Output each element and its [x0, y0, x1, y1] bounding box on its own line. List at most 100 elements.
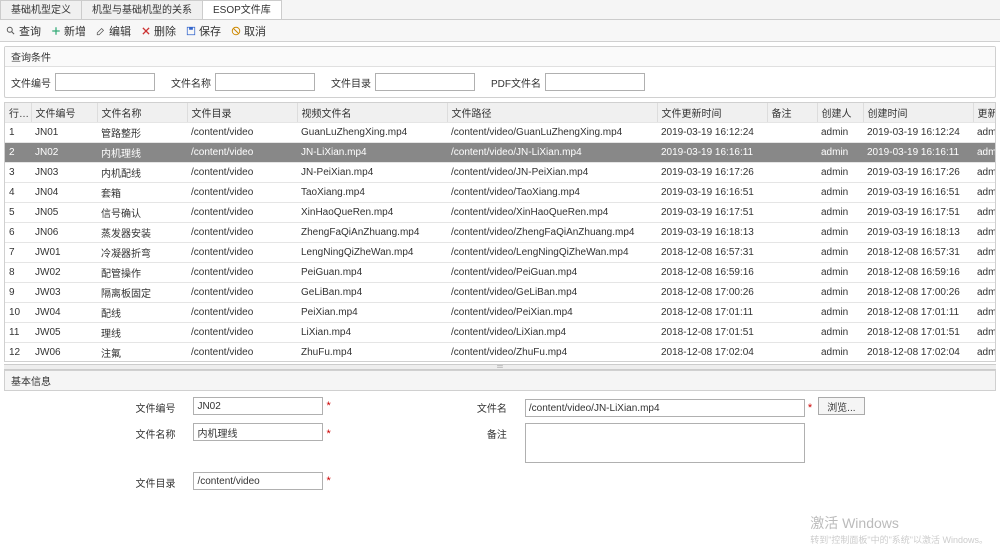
cell-mtime: 2019-03-19 16:16:11: [657, 143, 767, 163]
cell-vfile: GuanLuZhengXing.mp4: [297, 123, 447, 143]
col-updater[interactable]: 更新人: [973, 103, 996, 123]
col-mtime[interactable]: 文件更新时间: [657, 103, 767, 123]
col-idx[interactable]: 行号: [5, 103, 31, 123]
cell-dir: /content/video: [187, 303, 297, 323]
table-row[interactable]: 6JN06蒸发器安装/content/videoZhengFaQiAnZhuan…: [5, 223, 996, 243]
cell-vfile: ZhuFu.mp4: [297, 343, 447, 363]
cell-dir: /content/video: [187, 223, 297, 243]
cell-updater: admin: [973, 143, 996, 163]
table-row[interactable]: 8JW02配管操作/content/videoPeiGuan.mp4/conte…: [5, 263, 996, 283]
table-row[interactable]: 5JN05信号确认/content/videoXinHaoQueRen.mp4/…: [5, 203, 996, 223]
cell-code: JW02: [31, 263, 97, 283]
cell-name: 套箱: [97, 183, 187, 203]
cell-ctime: 2018-12-08 17:01:51: [863, 323, 973, 343]
col-path[interactable]: 文件路径: [447, 103, 657, 123]
input-detail-filename[interactable]: [525, 399, 805, 417]
input-file-dir[interactable]: [375, 73, 475, 91]
search-panel: 查询条件 文件编号 文件名称 文件目录 PDF文件名: [4, 46, 996, 98]
cell-path: /content/video/JN-LiXian.mp4: [447, 143, 657, 163]
cell-mtime: 2018-12-08 17:02:04: [657, 343, 767, 363]
search-title: 查询条件: [5, 47, 995, 67]
table-row[interactable]: 9JW03隔离板固定/content/videoGeLiBan.mp4/cont…: [5, 283, 996, 303]
cell-note: [767, 343, 817, 363]
tab-机型与基础机型的关系[interactable]: 机型与基础机型的关系: [81, 0, 203, 19]
col-note[interactable]: 备注: [767, 103, 817, 123]
cell-path: /content/video/TaoXiang.mp4: [447, 183, 657, 203]
cell-idx: 8: [5, 263, 31, 283]
table-row[interactable]: 2JN02内机理线/content/videoJN-LiXian.mp4/con…: [5, 143, 996, 163]
col-ctime[interactable]: 创建时间: [863, 103, 973, 123]
cell-creator: admin: [817, 343, 863, 363]
input-detail-code[interactable]: [193, 397, 323, 415]
table-row[interactable]: 7JW01冷凝器折弯/content/videoLengNingQiZheWan…: [5, 243, 996, 263]
col-dir[interactable]: 文件目录: [187, 103, 297, 123]
cell-note: [767, 243, 817, 263]
cell-updater: admin: [973, 183, 996, 203]
cell-idx: 1: [5, 123, 31, 143]
cell-note: [767, 203, 817, 223]
input-file-name[interactable]: [215, 73, 315, 91]
cell-creator: admin: [817, 263, 863, 283]
table-row[interactable]: 11JW05理线/content/videoLiXian.mp4/content…: [5, 323, 996, 343]
cell-code: JN01: [31, 123, 97, 143]
col-name[interactable]: 文件名称: [97, 103, 187, 123]
cell-dir: /content/video: [187, 183, 297, 203]
input-file-code[interactable]: [55, 73, 155, 91]
cell-code: JW05: [31, 323, 97, 343]
cell-dir: /content/video: [187, 263, 297, 283]
table-row[interactable]: 10JW04配线/content/videoPeiXian.mp4/conten…: [5, 303, 996, 323]
cell-mtime: 2018-12-08 17:01:51: [657, 323, 767, 343]
cell-ctime: 2019-03-19 16:17:26: [863, 163, 973, 183]
browse-button[interactable]: 浏览...: [818, 397, 864, 415]
input-pdf-name[interactable]: [545, 73, 645, 91]
cell-vfile: LiXian.mp4: [297, 323, 447, 343]
query-button[interactable]: 查询: [6, 23, 41, 39]
cell-creator: admin: [817, 143, 863, 163]
input-detail-dir[interactable]: [193, 472, 323, 490]
cell-updater: admin: [973, 323, 996, 343]
col-vfile[interactable]: 视频文件名: [297, 103, 447, 123]
cell-dir: /content/video: [187, 203, 297, 223]
edit-button[interactable]: 编辑: [96, 23, 131, 39]
col-code[interactable]: 文件编号: [31, 103, 97, 123]
col-creator[interactable]: 创建人: [817, 103, 863, 123]
tab-基础机型定义[interactable]: 基础机型定义: [0, 0, 82, 19]
input-detail-note[interactable]: [525, 423, 805, 463]
table-row[interactable]: 12JW06注氟/content/videoZhuFu.mp4/content/…: [5, 343, 996, 363]
detail-title: 基本信息: [4, 370, 996, 391]
table-row[interactable]: 4JN04套箱/content/videoTaoXiang.mp4/conten…: [5, 183, 996, 203]
cancel-button[interactable]: 取消: [231, 23, 266, 39]
data-grid[interactable]: 行号文件编号文件名称文件目录视频文件名文件路径文件更新时间备注创建人创建时间更新…: [4, 102, 996, 362]
label-detail-note: 备注: [351, 423, 506, 441]
cell-idx: 5: [5, 203, 31, 223]
cell-mtime: 2019-03-19 16:18:13: [657, 223, 767, 243]
cell-dir: /content/video: [187, 123, 297, 143]
table-row[interactable]: 1JN01管路整形/content/videoGuanLuZhengXing.m…: [5, 123, 996, 143]
input-detail-name[interactable]: [193, 423, 323, 441]
cell-path: /content/video/PeiGuan.mp4: [447, 263, 657, 283]
save-button[interactable]: 保存: [186, 23, 221, 39]
table-row[interactable]: 3JN03内机配线/content/videoJN-PeiXian.mp4/co…: [5, 163, 996, 183]
cell-path: /content/video/JN-PeiXian.mp4: [447, 163, 657, 183]
add-button[interactable]: 新增: [51, 23, 86, 39]
cell-note: [767, 303, 817, 323]
cell-note: [767, 123, 817, 143]
cell-vfile: ZhengFaQiAnZhuang.mp4: [297, 223, 447, 243]
cell-idx: 4: [5, 183, 31, 203]
cell-mtime: 2019-03-19 16:16:51: [657, 183, 767, 203]
cell-idx: 9: [5, 283, 31, 303]
cell-mtime: 2019-03-19 16:12:24: [657, 123, 767, 143]
cell-note: [767, 163, 817, 183]
cell-code: JW03: [31, 283, 97, 303]
cell-ctime: 2018-12-08 17:00:26: [863, 283, 973, 303]
tab-ESOP文件库[interactable]: ESOP文件库: [202, 0, 282, 19]
delete-button[interactable]: 删除: [141, 23, 176, 39]
cell-code: JW04: [31, 303, 97, 323]
label-file-code: 文件编号: [11, 75, 51, 90]
cell-vfile: PeiXian.mp4: [297, 303, 447, 323]
windows-watermark: 激活 Windows 转到"控制面板"中的"系统"以激活 Windows。: [810, 513, 988, 546]
cell-updater: admin: [973, 343, 996, 363]
cell-name: 信号确认: [97, 203, 187, 223]
cell-updater: admin: [973, 303, 996, 323]
cell-creator: admin: [817, 183, 863, 203]
